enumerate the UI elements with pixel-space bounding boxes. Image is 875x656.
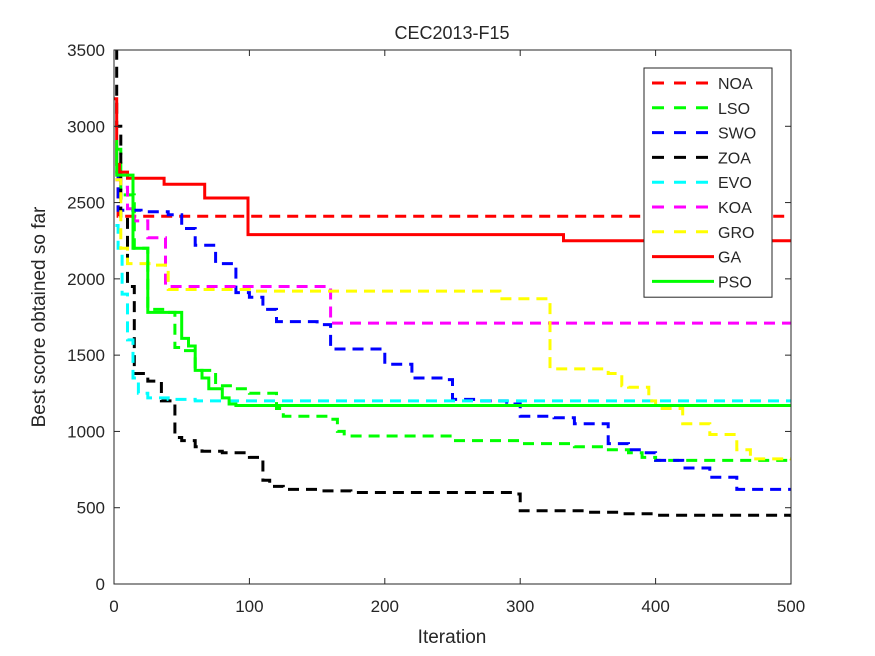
x-tick-label: 300: [506, 597, 534, 616]
legend-label: GRO: [718, 225, 754, 242]
series-line-evo: [115, 224, 791, 403]
legend-item-lso: LSO: [652, 101, 750, 118]
x-tick-label: 200: [371, 597, 399, 616]
axes-box: [113, 49, 792, 585]
y-tick-label: 1000: [67, 422, 105, 441]
y-tick-label: 2500: [67, 194, 105, 213]
legend-label: SWO: [718, 126, 756, 143]
series-line-koa: [115, 178, 791, 325]
legend: NOA LSO SWO ZOA EVO KOA GRO GA PSO: [643, 67, 773, 298]
legend-item-swo: SWO: [652, 126, 756, 143]
y-tick-label: 3000: [67, 117, 105, 136]
y-tick-label: 500: [77, 499, 105, 518]
y-tick-label: 3500: [67, 41, 105, 60]
legend-item-zoa: ZOA: [652, 150, 751, 167]
x-tick-label: 400: [641, 597, 669, 616]
y-tick-label: 2000: [67, 270, 105, 289]
legend-label: EVO: [718, 175, 752, 192]
legend-label: NOA: [718, 76, 753, 93]
legend-item-pso: PSO: [652, 274, 752, 291]
x-tick-label: 500: [777, 597, 805, 616]
x-tick-label: 100: [235, 597, 263, 616]
series-line-pso: [115, 140, 791, 407]
axes-layer: 0 100 200 300 400 500 0 500 1000 1500 2000 2500 3000…: [67, 41, 805, 616]
y-axis-label: Best score obtained so far: [29, 206, 50, 427]
legend-label: KOA: [718, 200, 752, 217]
x-axis-label: Iteration: [418, 627, 487, 648]
series-line-gro: [115, 178, 791, 461]
legend-item-koa: KOA: [652, 200, 752, 217]
y-tick-label: 1500: [67, 346, 105, 365]
series-line-ga: [114, 97, 791, 243]
legend-label: GA: [718, 250, 741, 267]
series-layer: [114, 50, 791, 517]
legend-item-ga: GA: [652, 250, 741, 267]
legend-label: PSO: [718, 274, 752, 291]
x-tick-label: 0: [109, 597, 118, 616]
series-line-swo: [115, 170, 791, 491]
chart-title: CEC2013-F15: [394, 23, 509, 43]
legend-item-noa: NOA: [652, 76, 753, 93]
legend-item-gro: GRO: [652, 225, 754, 242]
legend-label: LSO: [718, 101, 750, 118]
legend-label: ZOA: [718, 150, 751, 167]
legend-item-evo: EVO: [652, 175, 752, 192]
y-tick-label: 0: [96, 575, 105, 594]
series-line-lso: [115, 147, 791, 462]
